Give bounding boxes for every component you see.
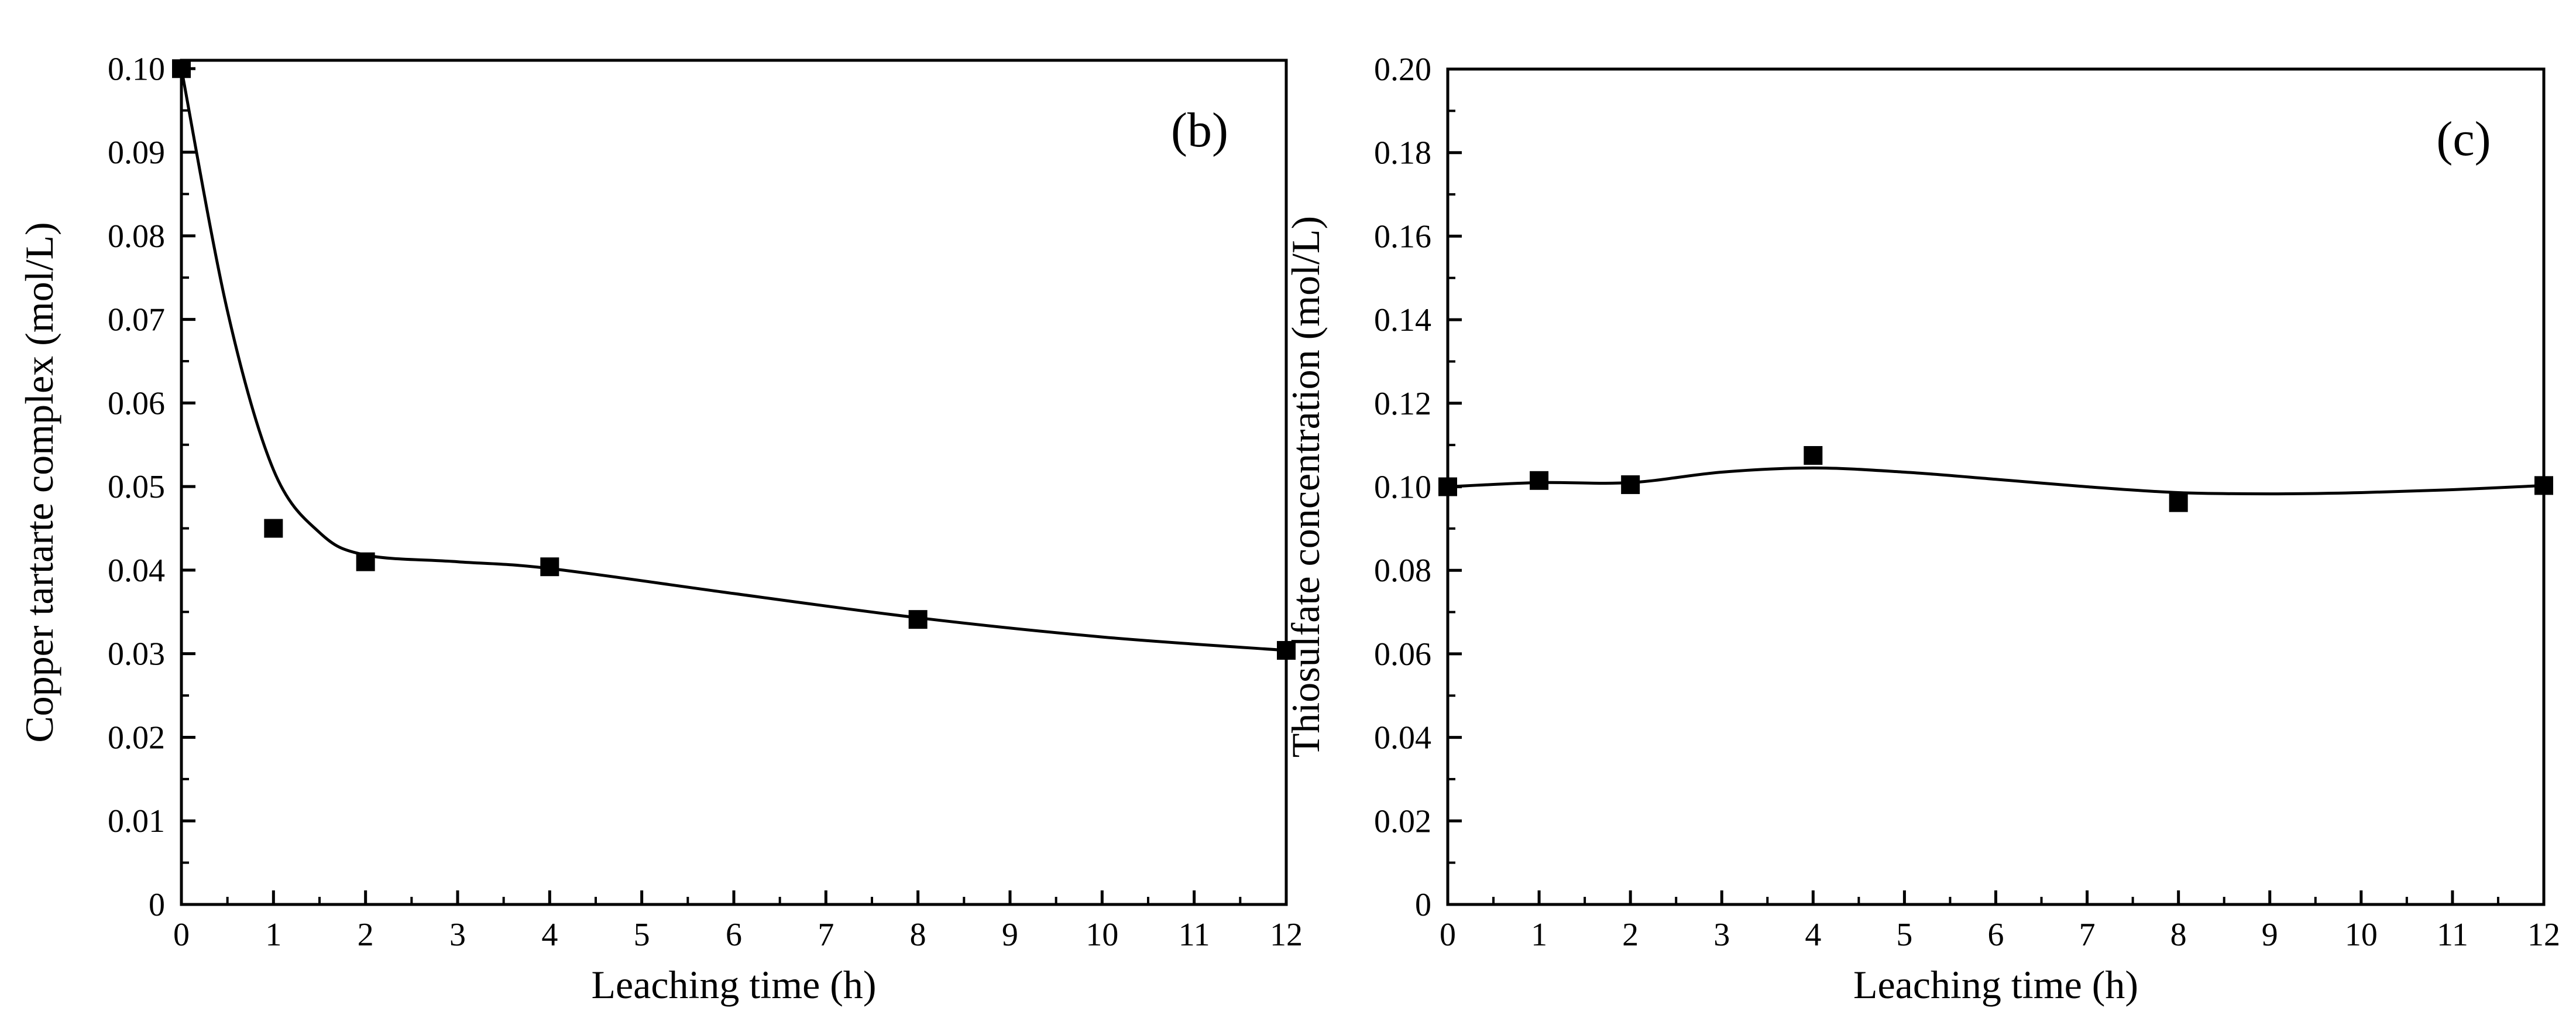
y-tick-label: 0.05 (108, 469, 165, 505)
y-tick-label: 0.06 (1374, 636, 1431, 673)
y-tick-label: 0.09 (108, 135, 165, 171)
y-tick-label: 0.02 (108, 719, 165, 756)
x-tick-label: 7 (2079, 917, 2096, 953)
y-tick-label: 0.16 (1374, 218, 1431, 255)
x-tick-label: 2 (1622, 917, 1639, 953)
panel-label: (c) (2436, 112, 2491, 166)
x-tick-label: 0 (173, 917, 190, 953)
data-point (1530, 471, 1549, 490)
data-point (356, 552, 375, 571)
x-tick-label: 8 (910, 917, 926, 953)
x-tick-label: 4 (1805, 917, 1821, 953)
data-point (264, 519, 283, 538)
data-point (2534, 476, 2553, 495)
panel-c: 0 1 2 3 4 5 6 7 8 9 10 11 1200.020.040.060.080.100.1… (1283, 52, 2560, 1007)
y-tick-label: 0.10 (1374, 469, 1431, 506)
data-point (1621, 475, 1640, 494)
y-tick-label: 0.08 (108, 218, 165, 255)
y-tick-label: 0.07 (108, 302, 165, 338)
data-point (1277, 640, 1296, 660)
y-tick-label: 0.18 (1374, 135, 1431, 172)
y-tick-label: 0.01 (108, 803, 165, 839)
x-tick-label: 11 (2437, 917, 2468, 953)
y-tick-label: 0 (1415, 887, 1431, 923)
x-tick-label: 7 (818, 917, 834, 953)
fit-curve (180, 68, 1287, 652)
x-tick-label: 2 (358, 917, 374, 953)
x-tick-label: 3 (449, 917, 466, 953)
y-tick-label: 0.02 (1374, 803, 1431, 839)
x-tick-label: 4 (541, 917, 558, 953)
x-tick-label: 12 (1270, 917, 1303, 953)
data-point (1438, 477, 1457, 496)
y-axis-title: Thiosulfate concentration (mol/L) (1283, 216, 1328, 758)
panel-label: (b) (1171, 103, 1228, 157)
x-tick-label: 0 (1440, 917, 1456, 953)
x-tick-label: 6 (726, 917, 742, 953)
x-tick-label: 10 (1086, 917, 1118, 953)
x-tick-label: 6 (1988, 917, 2004, 953)
y-tick-label: 0.04 (108, 553, 165, 589)
x-tick-label: 5 (1896, 917, 1912, 953)
y-tick-label: 0 (149, 887, 165, 923)
y-tick-label: 0.03 (108, 636, 165, 673)
x-tick-label: 1 (265, 917, 281, 953)
x-tick-label: 8 (2170, 917, 2187, 953)
y-axis-title: Copper tartarte complex (mol/L) (17, 222, 61, 742)
x-tick-label: 3 (1713, 917, 1730, 953)
y-tick-label: 0.12 (1374, 386, 1431, 422)
y-tick-label: 0.14 (1374, 302, 1431, 338)
x-tick-label: 5 (634, 917, 650, 953)
data-point (172, 59, 191, 78)
x-tick-label: 10 (2345, 917, 2378, 953)
data-point (540, 557, 559, 577)
y-tick-label: 0.10 (108, 51, 165, 87)
data-point (2169, 493, 2188, 512)
x-tick-label: 9 (2262, 917, 2278, 953)
x-tick-label: 9 (1002, 917, 1018, 953)
x-tick-label: 11 (1179, 917, 1210, 953)
y-tick-label: 0.08 (1374, 553, 1431, 589)
y-tick-label: 0.04 (1374, 720, 1431, 756)
panel-b: 0 1 2 3 4 5 6 7 8 9 10 11 1200.010.020.030.040.050.0… (17, 51, 1303, 1007)
x-tick-label: 1 (1531, 917, 1547, 953)
data-point (1804, 445, 1823, 465)
x-axis-title: Leaching time (h) (1853, 962, 2138, 1007)
x-tick-label: 12 (2527, 917, 2560, 953)
y-tick-label: 0.20 (1374, 52, 1431, 88)
x-axis-title: Leaching time (h) (591, 962, 876, 1007)
data-point (908, 610, 928, 629)
y-tick-label: 0.06 (108, 385, 165, 421)
